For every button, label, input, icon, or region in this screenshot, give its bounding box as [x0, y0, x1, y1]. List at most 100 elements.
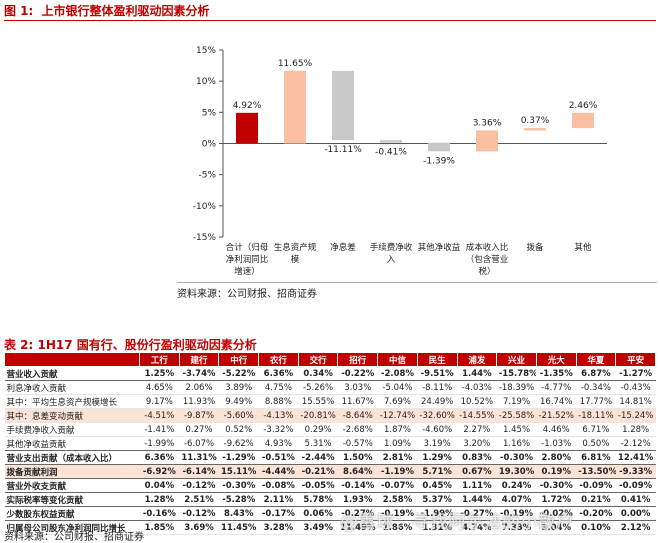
row-label: 营业支出贡献（成本收入比） [4, 450, 140, 465]
data-label: 11.65% [278, 59, 313, 69]
data-label: 2.46% [569, 101, 598, 111]
table-cell: -6.07% [179, 436, 219, 451]
table-row: 拨备贡献利润 -6.92% -6.14% 15.11% -4.44% -0.21% 8.64… [4, 464, 656, 479]
table-cell: 0.29% [298, 422, 338, 437]
bar [476, 130, 498, 152]
table-row: 营业支出贡献（成本收入比） 6.36% 11.31% -1.29% -0.51% -2.4… [4, 450, 656, 465]
table-cell: 1.28% [615, 422, 656, 437]
table-cell: 4.75% [258, 380, 299, 395]
table-cell: -0.30% [218, 478, 259, 493]
table-cell: 0.06% [298, 506, 338, 521]
table-cell: 0.04% [139, 478, 180, 493]
category-label: 手续费净收 [370, 242, 413, 253]
table-row: 其中：平均生息资产规模增长 9.17% 11.93% 9.49% 8.88% 15.55%… [4, 394, 656, 409]
table-cell: -1.99% [417, 506, 457, 521]
row-label: 营业收入贡献 [4, 366, 140, 381]
row-label: 其中：平均生息资产规模增长 [4, 394, 140, 409]
table-cell: -9.51% [417, 366, 457, 381]
y-tick-label: 15% [196, 46, 216, 56]
table-cell: 1.31% [417, 520, 457, 535]
column-header: 民生 [416, 352, 458, 367]
table-cell: 5.37% [417, 492, 457, 507]
table-cell: -2.44% [298, 450, 338, 465]
table-cell: -0.57% [337, 436, 378, 451]
table-cell: -12.74% [377, 408, 418, 423]
table-cell: -5.26% [298, 380, 338, 395]
category-label: 其他净收益 [418, 242, 461, 253]
table-row: 利息净收入贡献 4.65% 2.06% 3.89% 4.75% -5.26% 3.03% -5… [4, 380, 656, 395]
table-cell: 9.17% [139, 394, 180, 409]
table-cell: -4.44% [258, 464, 299, 479]
row-label: 利息净收入贡献 [4, 380, 140, 395]
table-cell: -4.60% [417, 422, 457, 437]
table-cell: -0.14% [337, 478, 378, 493]
y-tick-label: -10% [193, 202, 217, 212]
table-cell: 15.11% [218, 464, 259, 479]
table-cell: -1.41% [139, 422, 180, 437]
figure-source: 资料来源：公司财报、招商证券 [177, 282, 657, 300]
table-cell: 12.41% [615, 450, 656, 465]
table-cell: 5.78% [298, 492, 338, 507]
table-cell: -0.08% [258, 478, 299, 493]
table-cell: 0.67% [457, 464, 497, 479]
table-cell: 3.89% [218, 380, 259, 395]
table-cell: -0.22% [337, 366, 378, 381]
row-label: 实际税率等变化贡献 [4, 492, 140, 507]
table-cell: -0.02% [536, 506, 577, 521]
table-cell: 1.86% [377, 520, 418, 535]
table-cell: -3.74% [179, 366, 219, 381]
bar [284, 70, 306, 144]
table-cell: -9.87% [179, 408, 219, 423]
table-cell: 3.28% [258, 520, 299, 535]
category-label: 入 [387, 255, 396, 265]
table-cell: 1.45% [496, 422, 537, 437]
table-cell: 0.24% [496, 478, 537, 493]
table-cell: -0.20% [576, 506, 616, 521]
table-title-bar: 表 2: 1H17 国有行、股份行盈利驱动因素分析 [4, 336, 656, 353]
row-label: 拨备贡献利润 [4, 464, 140, 479]
table-cell: -9.33% [615, 464, 656, 479]
data-label: -11.11% [324, 145, 362, 155]
table-cell: 11.31% [179, 450, 219, 465]
y-tick-label: 0% [202, 140, 217, 150]
table-cell: 1.50% [337, 450, 378, 465]
table-cell: 3.20% [457, 436, 497, 451]
table-cell: -13.50% [576, 464, 616, 479]
table-cell: 0.21% [576, 492, 616, 507]
table-header-row: 工行 建行 中行 农行 交行 招行 中信 民生 浦发 兴业 光大 华夏 平安 [4, 352, 656, 367]
column-header: 平安 [615, 352, 656, 367]
figure-title-bar: 图 1: 上市银行整体盈利驱动因素分析 [4, 2, 656, 21]
table-cell: 1.85% [139, 520, 180, 535]
bar [572, 112, 594, 129]
table-cell: 6.87% [576, 366, 616, 381]
table-cell: 7.33% [496, 520, 537, 535]
figure-label: 图 1: [4, 4, 34, 18]
table-row: 营业外收支贡献 0.04% -0.12% -0.30% -0.08% -0.05% -0.1… [4, 478, 656, 493]
table-cell: 17.77% [576, 394, 616, 409]
column-header: 兴业 [496, 352, 537, 367]
table-cell: 0.34% [298, 366, 338, 381]
table-cell: 11.45% [218, 520, 259, 535]
category-label: 生息资产规 [274, 242, 317, 253]
table-cell: -21.52% [536, 408, 577, 423]
table-cell: 2.11% [258, 492, 299, 507]
table-cell: -18.39% [496, 380, 537, 395]
table-source: 资料来源：公司财报、招商证券 [4, 532, 144, 543]
table-cell: -0.16% [139, 506, 180, 521]
bar [332, 70, 354, 141]
table-cell: 1.44% [457, 492, 497, 507]
table-cell: 6.81% [576, 450, 616, 465]
table-cell: 1.93% [337, 492, 378, 507]
table-cell: -0.27% [457, 506, 497, 521]
column-header: 光大 [535, 352, 577, 367]
table-cell: 4.46% [536, 422, 577, 437]
table-row: 少数股东权益贡献 -0.16% -0.12% 8.43% -0.17% 0.06% -0.2… [4, 506, 656, 521]
table-cell: 0.19% [536, 464, 577, 479]
bar [236, 112, 258, 144]
table-cell: 3.69% [179, 520, 219, 535]
table-cell: -1.35% [536, 366, 577, 381]
column-header: 中行 [218, 352, 260, 367]
table-cell: -14.55% [457, 408, 497, 423]
table-cell: 15.55% [298, 394, 338, 409]
